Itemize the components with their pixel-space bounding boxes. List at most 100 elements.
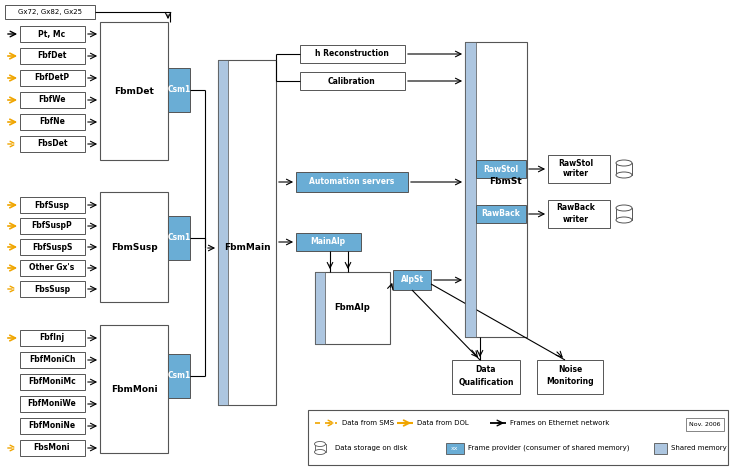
Text: FbfDetP: FbfDetP	[35, 73, 69, 82]
Text: FbmMain: FbmMain	[224, 244, 270, 252]
Text: writer: writer	[563, 215, 589, 224]
Bar	[20, 48, 85, 64]
Text: Nov. 2006: Nov. 2006	[689, 422, 721, 426]
Bar	[296, 172, 408, 192]
Bar	[20, 418, 85, 434]
Bar	[315, 272, 390, 344]
Text: FbmMoni: FbmMoni	[111, 385, 157, 394]
Text: Noise: Noise	[558, 366, 582, 375]
Bar	[100, 325, 168, 453]
Bar	[476, 160, 526, 178]
Text: Qualification: Qualification	[458, 377, 514, 387]
Text: writer: writer	[563, 169, 589, 178]
Text: RawStol: RawStol	[559, 159, 593, 168]
Bar	[616, 163, 632, 175]
Text: Data: Data	[476, 366, 497, 375]
Bar	[20, 92, 85, 108]
Bar	[296, 233, 361, 251]
Text: h Reconstruction: h Reconstruction	[315, 50, 389, 59]
Text: Csm1: Csm1	[167, 371, 191, 380]
Text: FbfSuspP: FbfSuspP	[32, 221, 72, 230]
Text: Automation servers: Automation servers	[310, 178, 395, 187]
Bar	[20, 260, 85, 276]
Bar	[168, 68, 190, 112]
Bar	[308, 410, 728, 465]
Text: FbmDet: FbmDet	[114, 87, 154, 96]
Bar	[393, 270, 431, 290]
Text: Data storage on disk: Data storage on disk	[335, 445, 407, 451]
Bar	[315, 272, 325, 344]
Bar	[548, 200, 610, 228]
Bar	[100, 22, 168, 160]
Bar	[20, 281, 85, 297]
Text: FbsSusp: FbsSusp	[34, 285, 70, 294]
Bar	[452, 360, 520, 394]
Ellipse shape	[315, 442, 325, 446]
Bar	[168, 216, 190, 260]
Bar	[548, 155, 610, 183]
Text: Gx72, Gx82, Gx25: Gx72, Gx82, Gx25	[18, 9, 82, 15]
Bar	[100, 192, 168, 302]
Text: Frames on Ethernet network: Frames on Ethernet network	[510, 420, 610, 426]
Text: FbfNe: FbfNe	[39, 118, 65, 127]
Ellipse shape	[616, 172, 632, 178]
Bar	[300, 45, 405, 63]
Bar	[20, 352, 85, 368]
Ellipse shape	[616, 160, 632, 166]
Bar	[616, 208, 632, 220]
Bar	[654, 443, 667, 454]
Bar	[20, 197, 85, 213]
Bar	[20, 70, 85, 86]
Bar	[20, 114, 85, 130]
Text: Shared memory: Shared memory	[671, 445, 726, 451]
Text: RawBack: RawBack	[556, 204, 596, 212]
Text: FbfMoniMc: FbfMoniMc	[28, 377, 76, 387]
Text: Pt, Mc: Pt, Mc	[38, 30, 66, 39]
Bar	[446, 443, 464, 454]
Text: Csm1: Csm1	[167, 86, 191, 95]
Text: RawBack: RawBack	[482, 209, 520, 218]
Ellipse shape	[315, 449, 325, 455]
Text: FbmSusp: FbmSusp	[111, 242, 157, 251]
Text: FbsDet: FbsDet	[37, 139, 67, 149]
Text: Frame provider (consumer of shared memory): Frame provider (consumer of shared memor…	[468, 445, 630, 451]
Text: Calibration: Calibration	[328, 77, 376, 86]
Bar	[20, 218, 85, 234]
Text: FbsMoni: FbsMoni	[34, 444, 70, 453]
Text: xx: xx	[452, 446, 459, 450]
Bar	[20, 440, 85, 456]
Bar	[315, 444, 325, 452]
Text: RawStol: RawStol	[483, 165, 519, 173]
Bar	[465, 42, 527, 337]
Text: FbfMoniCh: FbfMoniCh	[29, 356, 75, 365]
Bar	[20, 396, 85, 412]
Bar	[465, 42, 476, 337]
Text: FbfSusp: FbfSusp	[35, 200, 69, 209]
Bar	[300, 72, 405, 90]
Text: FbfSuspS: FbfSuspS	[32, 242, 72, 251]
Bar	[20, 26, 85, 42]
Bar	[20, 136, 85, 152]
Bar	[20, 330, 85, 346]
Text: Other Gx's: Other Gx's	[30, 264, 75, 272]
Ellipse shape	[616, 205, 632, 211]
Text: FbfWe: FbfWe	[38, 96, 66, 105]
Text: FbmSt: FbmSt	[490, 178, 522, 187]
Text: FbmAlp: FbmAlp	[334, 304, 370, 313]
Bar	[218, 60, 228, 405]
Text: FbfDet: FbfDet	[37, 51, 67, 60]
Bar	[20, 239, 85, 255]
Bar	[168, 354, 190, 398]
Text: FbfInj: FbfInj	[39, 334, 64, 343]
Bar	[476, 205, 526, 223]
Text: Data from DOL: Data from DOL	[417, 420, 469, 426]
Bar	[5, 5, 95, 19]
Bar	[20, 374, 85, 390]
Bar	[218, 60, 276, 405]
Text: FbfMoniNe: FbfMoniNe	[28, 422, 75, 430]
Text: Csm1: Csm1	[167, 234, 191, 242]
Text: Monitoring: Monitoring	[546, 377, 594, 387]
Text: AlpSt: AlpSt	[401, 276, 423, 285]
Text: FbfMoniWe: FbfMoniWe	[27, 399, 76, 408]
Bar	[686, 418, 724, 431]
